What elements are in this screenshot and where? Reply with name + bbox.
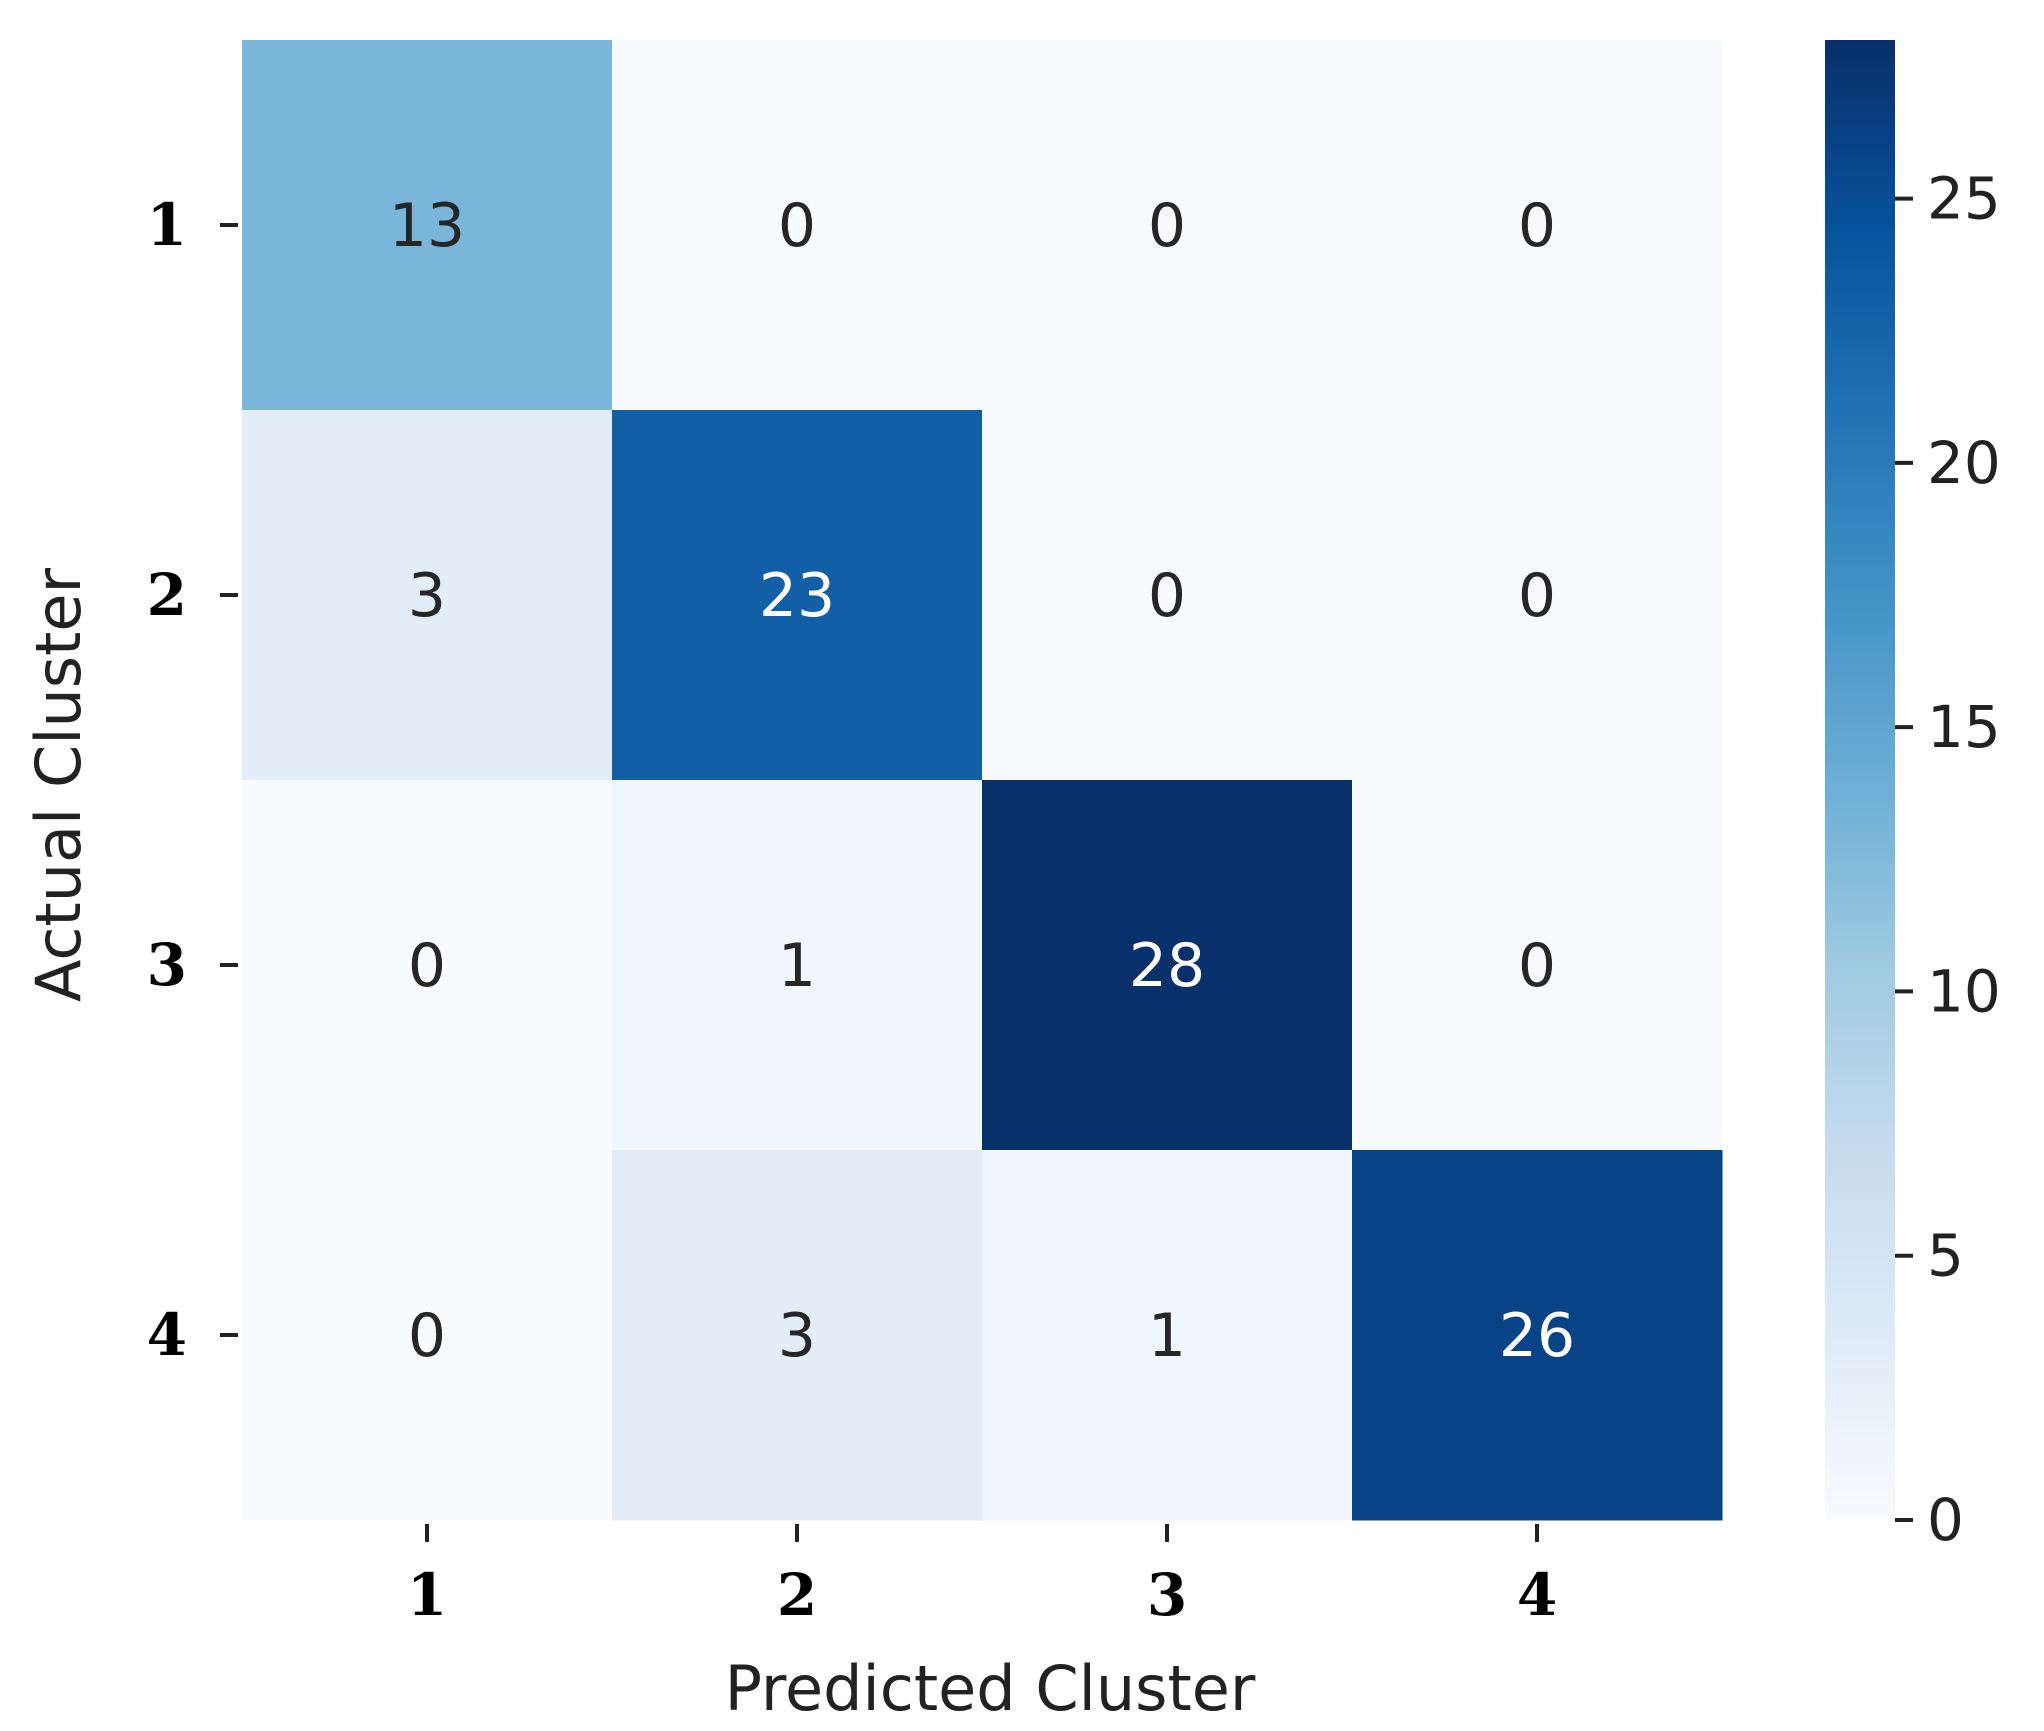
cell-value-label: 1 [778,931,816,1001]
heatmap-cell [982,40,1353,411]
heatmap-cell [612,40,983,411]
cell-value-label: 3 [408,561,446,631]
x-axis-label: Predicted Cluster [725,1652,1256,1725]
colorbar-tick-label: 25 [1927,165,2001,233]
y-tick-label: 1 [147,191,187,259]
x-tick-label: 3 [1147,1561,1187,1629]
y-tick-label: 4 [147,1301,187,1369]
y-axis-label: Actual Cluster [22,567,95,1002]
heatmap-cell [1352,40,1723,411]
y-tick-label: 2 [147,561,187,629]
cell-value-label: 28 [1129,931,1205,1001]
cell-value-label: 1 [1148,1301,1186,1371]
colorbar-tick-label: 15 [1927,693,2001,761]
colorbar-tick-label: 0 [1927,1486,1964,1554]
colorbar-tick-label: 5 [1927,1222,1964,1290]
colorbar-gradient [1825,40,1895,1520]
colorbar-tick-label: 10 [1927,957,2001,1025]
heatmap-cell [612,1150,983,1521]
colorbar-ticks: 0 5 10 15 20 25 [1895,165,2001,1554]
x-tick-label: 1 [407,1561,447,1629]
colorbar [1825,40,1895,1520]
cell-value-label: 0 [1518,561,1556,631]
colorbar-tick-label: 20 [1927,429,2001,497]
x-tick-label: 4 [1517,1561,1557,1629]
x-axis-ticks: 1 2 3 4 [407,1524,1557,1629]
y-axis-ticks: 1 2 3 4 [147,191,238,1369]
cell-value-label: 0 [1148,191,1186,261]
heatmap-cell [612,780,983,1151]
cell-annotations: 13 0 0 0 3 23 0 0 0 1 28 0 0 3 1 26 [389,191,1575,1371]
heatmap-cell [982,780,1353,1151]
cell-value-label: 3 [778,1301,816,1371]
cell-value-label: 0 [408,931,446,1001]
cell-value-label: 0 [1518,191,1556,261]
heatmap-cells [242,40,1723,1521]
y-tick-label: 3 [147,931,187,999]
heatmap-cell [982,410,1353,781]
heatmap-cell [242,1150,613,1521]
cell-value-label: 0 [1518,931,1556,1001]
heatmap-cell [242,410,613,781]
heatmap-cell [1352,1150,1723,1521]
cell-value-label: 0 [408,1301,446,1371]
heatmap-cell [242,40,613,411]
heatmap-cell [982,1150,1353,1521]
heatmap-cell [1352,410,1723,781]
cell-value-label: 0 [1148,561,1186,631]
heatmap-cell [612,410,983,781]
cell-value-label: 0 [778,191,816,261]
cell-value-label: 13 [389,191,465,261]
cell-value-label: 23 [759,561,835,631]
heatmap-cell [242,780,613,1151]
heatmap-cell [1352,780,1723,1151]
cell-value-label: 26 [1499,1301,1575,1371]
x-tick-label: 2 [777,1561,817,1629]
